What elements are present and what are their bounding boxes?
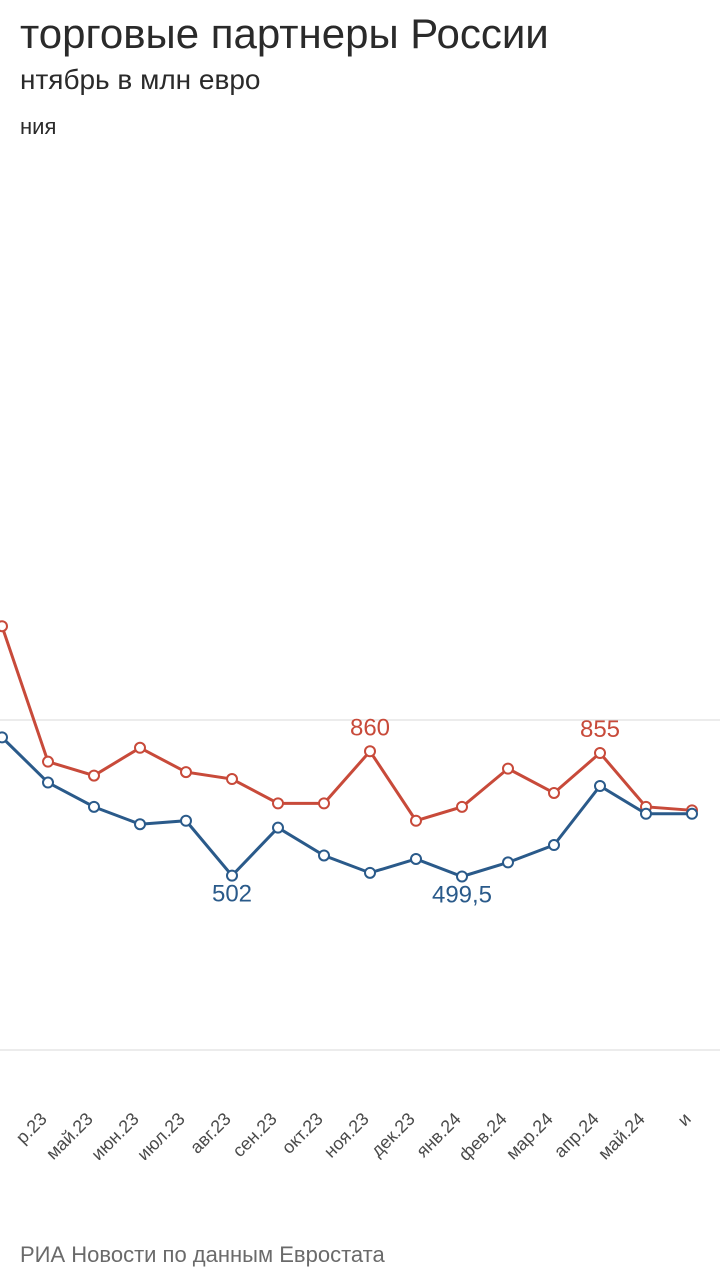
legend-fragment: ния	[20, 114, 720, 140]
marker-other	[687, 809, 697, 819]
marker-other	[595, 781, 605, 791]
marker-germany	[89, 771, 99, 781]
x-axis-label: и	[674, 1109, 695, 1130]
marker-other	[0, 732, 7, 742]
marker-other	[549, 840, 559, 850]
x-axis-label: ноя.23	[320, 1109, 373, 1160]
data-label: 499,5	[432, 881, 492, 908]
marker-germany	[43, 757, 53, 767]
marker-other	[227, 871, 237, 881]
marker-germany	[365, 746, 375, 756]
x-axis-label: фев.24	[455, 1109, 511, 1160]
marker-germany	[0, 621, 7, 631]
marker-other	[135, 819, 145, 829]
marker-germany	[411, 816, 421, 826]
line-chart: р.23май.23июн.23июл.23авг.23сен.23окт.23…	[0, 390, 720, 1160]
marker-other	[641, 809, 651, 819]
x-axis-label: сен.23	[229, 1109, 281, 1160]
data-label: 502	[212, 881, 252, 908]
chart-subtitle: нтябрь в млн евро	[20, 64, 720, 96]
x-axis-label: июл.23	[133, 1109, 189, 1160]
marker-other	[89, 802, 99, 812]
marker-other	[319, 850, 329, 860]
marker-other	[411, 854, 421, 864]
data-label: 860	[350, 714, 390, 741]
series-other	[2, 737, 692, 876]
chart-title: торговые партнеры России	[20, 10, 720, 58]
marker-other	[365, 868, 375, 878]
x-axis-label: май.24	[594, 1109, 649, 1160]
x-axis-label: р.23	[12, 1109, 51, 1148]
marker-germany	[135, 743, 145, 753]
marker-germany	[227, 774, 237, 784]
x-axis-label: окт.23	[278, 1109, 327, 1158]
x-axis-label: апр.24	[550, 1109, 603, 1160]
marker-germany	[273, 798, 283, 808]
marker-other	[43, 778, 53, 788]
data-label: 855	[580, 716, 620, 743]
marker-germany	[319, 798, 329, 808]
marker-other	[273, 823, 283, 833]
marker-germany	[457, 802, 467, 812]
marker-germany	[181, 767, 191, 777]
x-axis-label: авг.23	[186, 1109, 235, 1158]
marker-other	[181, 816, 191, 826]
marker-germany	[503, 764, 513, 774]
x-axis-label: дек.23	[367, 1109, 419, 1160]
marker-other	[457, 871, 467, 881]
marker-other	[503, 857, 513, 867]
marker-germany	[549, 788, 559, 798]
chart-source: РИА Новости по данным Евростата	[20, 1242, 385, 1268]
x-axis-label: мар.24	[502, 1109, 557, 1160]
marker-germany	[595, 748, 605, 758]
